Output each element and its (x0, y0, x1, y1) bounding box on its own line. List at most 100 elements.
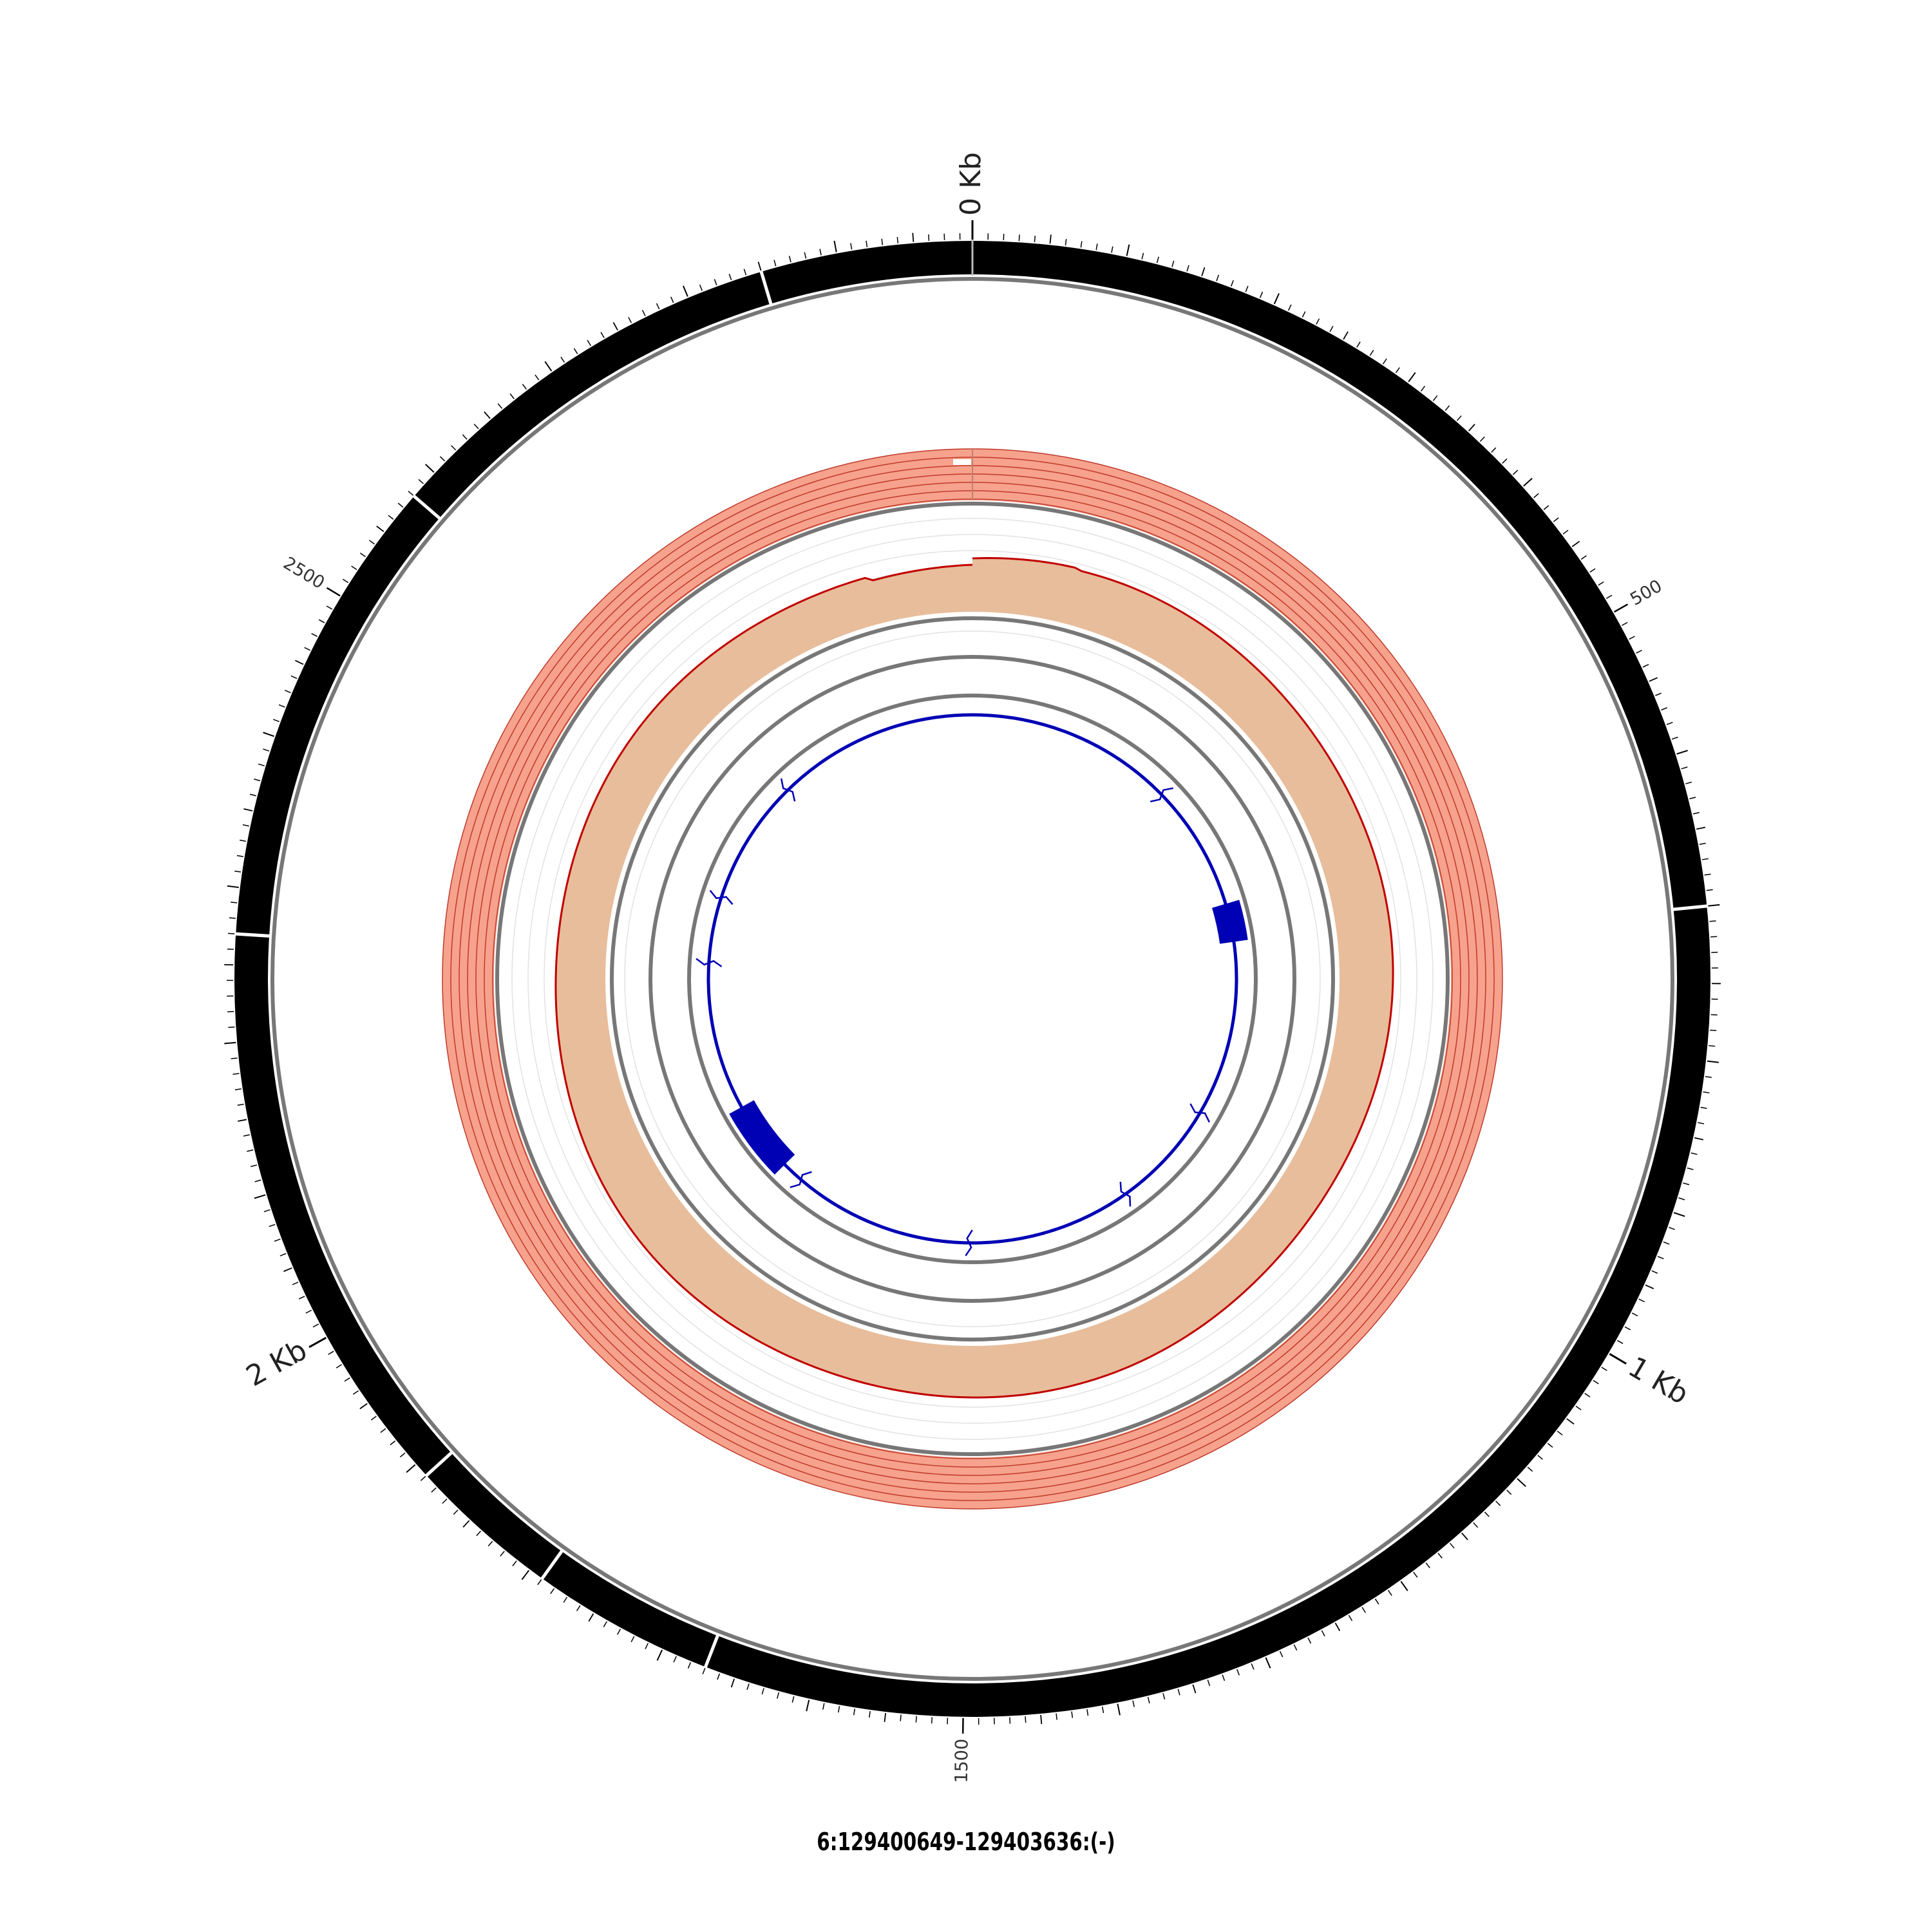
tick (670, 296, 674, 303)
tick (746, 1683, 750, 1690)
tick (616, 1629, 621, 1635)
tick (399, 1452, 406, 1458)
ideogram-break (412, 494, 442, 520)
tick (1302, 311, 1306, 318)
tick (295, 659, 304, 665)
tick (1683, 1182, 1690, 1186)
position-ticks: 0 Kb 1 Kb 2 Kb 500 1500 2500 (224, 152, 1721, 1783)
coverage-area (555, 558, 1394, 1397)
tick (311, 633, 317, 637)
tick (1420, 385, 1426, 392)
tick (833, 240, 837, 252)
tick (896, 236, 899, 243)
tick (1613, 603, 1629, 613)
tick (656, 1649, 663, 1661)
tick (453, 1509, 459, 1515)
intron-arrow-icon (696, 958, 723, 967)
inner-ring-b (687, 694, 1258, 1264)
coverage-inner-edge (605, 612, 1340, 1346)
tick (1307, 1637, 1312, 1644)
tick (1571, 540, 1580, 547)
tick (1668, 1227, 1675, 1230)
ideogram-inner-border (270, 277, 1674, 1681)
tick (1707, 1060, 1719, 1063)
tick (757, 261, 762, 271)
tick (1473, 1522, 1479, 1528)
tick (791, 1696, 795, 1703)
tick (1056, 1713, 1057, 1720)
ideogram-break (424, 1450, 453, 1478)
tick (576, 1605, 581, 1611)
major-tick-label: 2 Kb (241, 1334, 312, 1394)
tick (1141, 252, 1144, 260)
tick (283, 1267, 292, 1273)
tick (1673, 1212, 1685, 1217)
tick (284, 690, 291, 694)
intron-arrow-icon (1189, 1103, 1211, 1123)
major-tick-label: 1 Kb (1623, 1350, 1694, 1411)
tick (612, 322, 618, 331)
tick (473, 423, 479, 430)
tick (1432, 395, 1438, 401)
tick (237, 1103, 244, 1106)
signal-ring-edge (494, 500, 1451, 1457)
tick (1126, 244, 1130, 256)
tick (1348, 1615, 1353, 1622)
tick (1681, 766, 1688, 770)
tick (1457, 415, 1462, 421)
tick (1293, 1644, 1298, 1651)
tick (1236, 1669, 1240, 1676)
tick (673, 1656, 677, 1663)
tick (600, 332, 605, 338)
tick (804, 252, 807, 259)
tick (273, 719, 279, 723)
tick (866, 240, 868, 247)
tick (1156, 256, 1159, 263)
gene-exon (729, 1100, 795, 1175)
tick (326, 605, 333, 610)
tick (497, 403, 503, 409)
gene-backbone (706, 713, 1238, 1245)
tick (761, 1688, 764, 1695)
tick (1369, 350, 1374, 356)
tick (1523, 477, 1533, 487)
tick (641, 310, 646, 316)
intron-arrow-icon (1119, 1182, 1132, 1207)
tick (305, 1309, 312, 1314)
tick (227, 885, 239, 888)
tick (1387, 1589, 1392, 1596)
tick (1413, 1571, 1418, 1578)
tick (274, 1238, 281, 1242)
ideogram-break (759, 270, 773, 306)
tick (351, 565, 357, 571)
coverage-track-border (610, 616, 1335, 1341)
tick (1356, 341, 1361, 348)
tick (535, 374, 540, 381)
tick (1162, 1693, 1166, 1700)
tick (420, 1475, 426, 1481)
tick (1537, 1455, 1543, 1460)
tick (1207, 1680, 1211, 1687)
tick (1259, 291, 1264, 298)
tick (1700, 1106, 1707, 1109)
coverage-line (554, 556, 1394, 1399)
tick (850, 243, 853, 250)
tick (1533, 493, 1539, 498)
region-label: 6:129400649-129403636:(-) (817, 1828, 1115, 1856)
signal-track-border (495, 502, 1450, 1456)
tick (1502, 458, 1508, 464)
tick (1400, 1580, 1408, 1591)
tick (1321, 1630, 1325, 1636)
tick (1265, 1657, 1271, 1669)
tick (344, 1377, 350, 1382)
signal-ring-fill (442, 449, 1502, 1509)
tick (359, 553, 366, 558)
tick (560, 356, 565, 363)
tick (263, 748, 270, 752)
tick (1547, 1443, 1553, 1448)
tick (240, 839, 247, 842)
minor-tick-label: 2500 (279, 553, 328, 593)
tick (1512, 469, 1519, 475)
tick (512, 1560, 517, 1567)
tick (1666, 721, 1673, 725)
